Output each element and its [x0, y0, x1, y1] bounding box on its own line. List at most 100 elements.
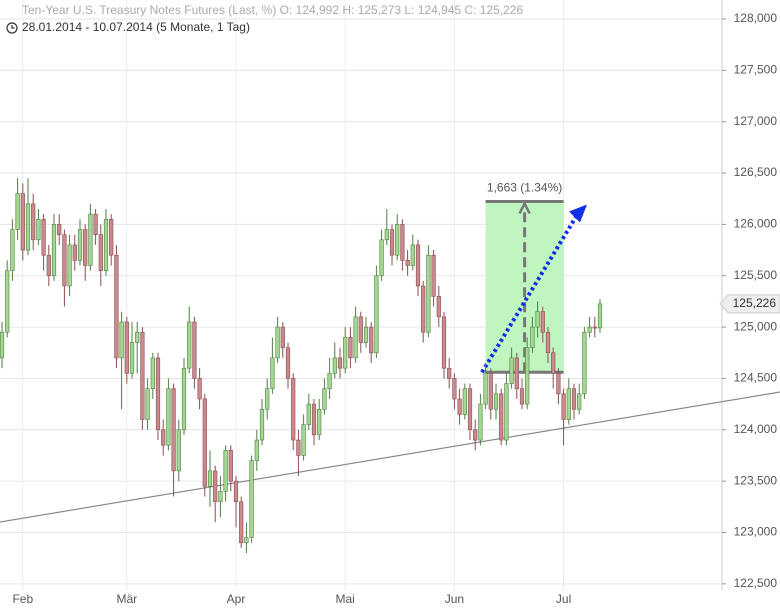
candle-body	[597, 303, 603, 329]
x-tick-label: Jul	[556, 592, 571, 606]
candle-body	[540, 311, 545, 333]
candle-body	[259, 408, 265, 441]
candle-body	[46, 254, 51, 277]
candle-body	[415, 244, 421, 287]
candle-body	[592, 326, 597, 329]
candle-body	[254, 439, 259, 461]
projection-arrowhead	[569, 204, 587, 223]
candle-body	[384, 229, 389, 241]
candle-body	[0, 331, 5, 359]
candle-body	[51, 224, 57, 277]
candle-body	[410, 244, 415, 266]
candle-body	[317, 408, 322, 436]
candle-body	[306, 403, 311, 425]
candle-body	[405, 260, 410, 266]
candle-body	[556, 373, 561, 395]
candle-body	[72, 244, 77, 261]
y-tick-label: 123,000	[734, 525, 778, 539]
x-tick-label: Mai	[336, 592, 355, 606]
candle-body	[400, 224, 405, 261]
candle-body	[493, 393, 499, 410]
candle-body	[41, 218, 46, 256]
last-price-tag	[719, 294, 780, 314]
candle-body	[343, 337, 348, 369]
candle-body	[421, 285, 426, 333]
candle-body	[467, 388, 473, 431]
candle-body	[488, 373, 493, 410]
candle-body	[218, 491, 223, 502]
candle-body	[457, 398, 462, 415]
candle-body	[587, 326, 592, 333]
candle-body	[327, 373, 332, 390]
candle-body	[88, 213, 93, 266]
candle-body	[275, 326, 280, 359]
candle-body	[545, 331, 551, 354]
candle-body	[291, 378, 296, 441]
candle-body	[161, 429, 166, 446]
candle-body	[322, 388, 327, 410]
y-tick-label: 128,000	[734, 11, 778, 25]
y-tick-label: 126,000	[734, 217, 778, 231]
candle-body	[452, 378, 457, 400]
x-tick-label: Jun	[445, 592, 464, 606]
trend-line	[0, 391, 780, 523]
candle-body	[239, 501, 244, 544]
candle-body	[197, 378, 202, 400]
candle-body	[374, 275, 379, 354]
candle-body	[202, 398, 207, 487]
candle-body	[192, 321, 197, 379]
candle-body	[571, 388, 577, 410]
grid	[0, 0, 723, 590]
y-tick-label: 124,000	[734, 422, 778, 436]
chart-title: Ten-Year U.S. Treasury Notes Futures (La…	[22, 3, 524, 17]
x-tick-label: Mär	[116, 592, 137, 606]
y-tick-label: 124,500	[734, 371, 778, 385]
clock-icon	[6, 22, 18, 34]
candle-body	[83, 229, 88, 266]
candle-body	[353, 316, 358, 359]
candle-body	[270, 357, 275, 390]
candle-body	[431, 254, 436, 297]
candle-body	[140, 331, 145, 420]
candle-body	[389, 229, 395, 256]
candle-body	[5, 270, 10, 333]
candle-body	[77, 229, 83, 261]
measure-label: 1,663 (1.34%)	[487, 181, 562, 195]
candle-body	[249, 460, 254, 538]
candle-body	[223, 450, 228, 492]
measure-tool: 1,663 (1.34%)	[480, 181, 587, 374]
candle-body	[296, 439, 301, 456]
candle-body	[332, 357, 337, 374]
labels: 122,500 123,000 123,500 124,000 124,500 125,0…	[12, 11, 780, 606]
candle-body	[31, 203, 36, 241]
candle-body	[213, 470, 218, 502]
candle-body	[57, 224, 62, 235]
candle-body	[561, 393, 566, 420]
x-tick-label: Feb	[12, 592, 33, 606]
candles	[0, 178, 603, 554]
candle-body	[207, 470, 213, 487]
y-tick-label: 125,500	[734, 268, 778, 282]
candle-body	[171, 388, 176, 472]
candle-body	[187, 321, 192, 369]
candle-body	[519, 388, 525, 405]
candle-body	[530, 326, 535, 348]
candle-body	[233, 480, 239, 502]
candle-body	[25, 203, 31, 251]
candle-body	[566, 388, 571, 420]
candle-body	[301, 424, 306, 456]
candle-body	[103, 218, 109, 271]
candle-body	[514, 357, 519, 390]
candle-body	[379, 239, 384, 277]
candle-body	[395, 224, 400, 256]
candle-body	[228, 450, 233, 482]
candle-body	[525, 347, 530, 405]
candle-body	[155, 357, 161, 431]
clock-hands	[11, 25, 15, 29]
last-price-label: 125,226	[733, 296, 777, 310]
candle-body	[145, 388, 150, 420]
y-tick-label: 125,000	[734, 319, 778, 333]
candle-body	[504, 383, 509, 441]
